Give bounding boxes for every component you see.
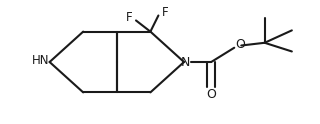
Text: O: O [206, 88, 216, 101]
Text: F: F [126, 11, 132, 24]
Text: F: F [162, 6, 169, 19]
Text: HN: HN [32, 54, 49, 67]
Text: O: O [235, 38, 245, 51]
Text: N: N [181, 56, 190, 68]
